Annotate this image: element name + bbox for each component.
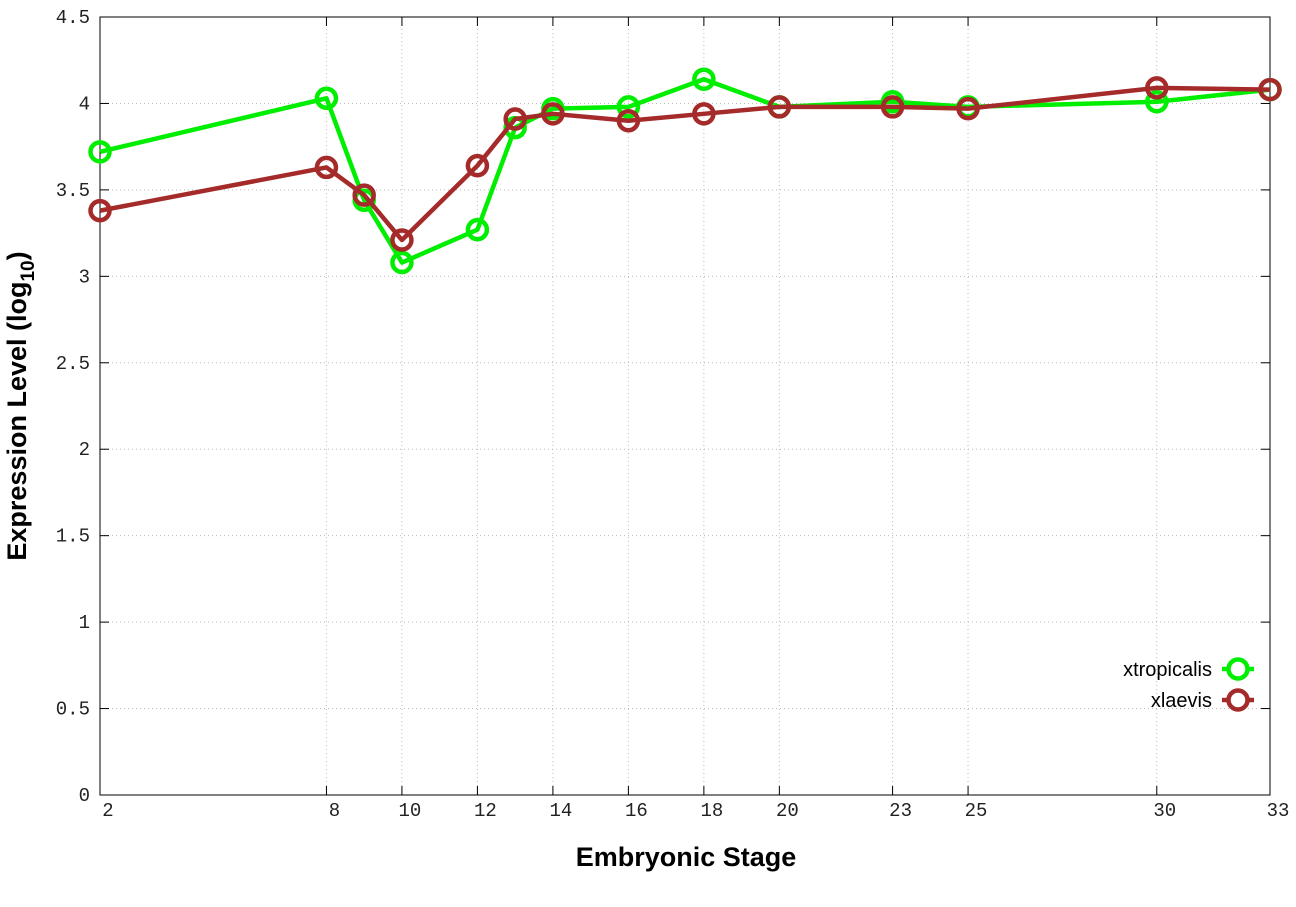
legend-label: xlaevis xyxy=(1151,690,1212,712)
x-tick-label: 33 xyxy=(1267,800,1290,822)
y-axis-title-sub: 10 xyxy=(18,260,39,281)
data-point xyxy=(390,228,414,252)
x-tick-label: 2 xyxy=(102,800,113,822)
x-tick-label: 14 xyxy=(549,800,572,822)
data-point xyxy=(390,250,414,275)
data-point xyxy=(541,102,565,126)
series-line xyxy=(99,76,1271,265)
legend-marker xyxy=(1226,688,1250,712)
data-point xyxy=(616,108,641,133)
y-axis-title-end: ) xyxy=(2,251,32,260)
data-point xyxy=(465,153,490,178)
legend-marker xyxy=(1226,657,1250,681)
data-point xyxy=(503,107,527,131)
y-tick-label: 0.5 xyxy=(56,699,90,721)
y-tick-label: 1.5 xyxy=(56,526,90,548)
y-axis-title-text: Expression Level (log xyxy=(2,282,32,561)
legend-label: xtropicalis xyxy=(1123,659,1212,681)
x-tick-label: 8 xyxy=(329,800,340,822)
y-tick-label: 4.5 xyxy=(56,7,90,29)
data-point xyxy=(465,217,490,242)
data-point xyxy=(767,95,792,119)
data-point xyxy=(1145,76,1169,100)
data-point xyxy=(1145,89,1169,114)
data-point xyxy=(956,96,980,121)
data-point xyxy=(1258,77,1282,102)
data-point xyxy=(352,183,376,207)
y-tick-label: 1 xyxy=(79,612,90,634)
x-tick-label: 18 xyxy=(700,800,723,822)
x-tick-label: 12 xyxy=(474,800,497,822)
y-tick-label: 3.5 xyxy=(56,180,90,202)
x-tick-label: 30 xyxy=(1153,800,1176,822)
y-tick-label: 2.5 xyxy=(56,353,90,375)
y-tick-label: 4 xyxy=(79,93,90,115)
data-point xyxy=(692,102,716,126)
x-axis-title: Embryonic Stage xyxy=(576,842,797,872)
data-point xyxy=(88,198,112,223)
plot-frame xyxy=(99,16,1271,796)
y-tick-label: 0 xyxy=(79,785,90,807)
y-tick-label: 2 xyxy=(79,439,90,461)
data-point xyxy=(880,95,905,119)
data-point xyxy=(314,86,339,111)
x-tick-label: 10 xyxy=(399,800,422,822)
data-point xyxy=(692,67,716,91)
y-tick-label: 3 xyxy=(79,266,90,288)
x-tick-label: 16 xyxy=(625,800,648,822)
data-point xyxy=(616,95,641,119)
x-tick-label: 25 xyxy=(965,800,988,822)
x-tick-label: 20 xyxy=(776,800,799,822)
y-axis-title: Expression Level (log10) xyxy=(2,251,39,560)
data-point xyxy=(314,155,339,180)
data-point xyxy=(88,140,112,164)
x-tick-label: 23 xyxy=(889,800,912,822)
